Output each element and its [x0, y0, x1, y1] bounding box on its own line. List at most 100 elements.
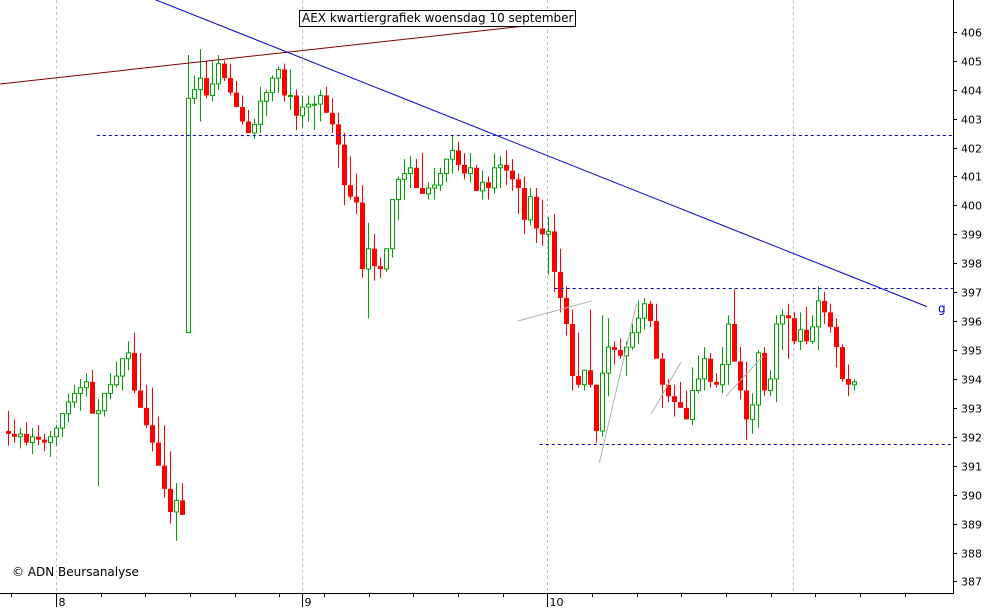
candle-body-down [504, 164, 509, 171]
channel-line [725, 355, 764, 397]
candle-body-up [816, 300, 821, 328]
candle-body-down [240, 107, 245, 122]
candle-body-down [150, 425, 155, 443]
candle-body-up [96, 410, 101, 415]
candle-body-down [804, 329, 809, 342]
candle-body-up [582, 369, 587, 386]
candle-body-down [738, 361, 743, 391]
candle-body-up [84, 381, 89, 389]
candle-body-up [198, 77, 203, 91]
candle-body-down [708, 358, 713, 382]
candle-body-up [498, 164, 503, 169]
candle-body-down [462, 164, 467, 174]
candle-body-down [576, 376, 581, 385]
candle-body-up [546, 230, 551, 235]
candle-body-down [228, 78, 233, 93]
candle-body-down [834, 326, 839, 348]
candle-body-up [300, 106, 305, 117]
candle-body-up [318, 94, 323, 105]
candle-body-down [540, 228, 545, 235]
candle-body-up [768, 378, 773, 392]
candle-body-up [108, 384, 113, 394]
candle-body-down [648, 303, 653, 322]
candle-body-up [18, 433, 23, 438]
x-day-label: 9 [305, 596, 312, 609]
candle-body-down [684, 407, 689, 420]
candle-body-down [420, 188, 425, 194]
candle-body-down [330, 112, 335, 125]
candle-body-down [24, 433, 29, 443]
y-tick-label: 400 [961, 200, 982, 213]
candle-body-down [552, 231, 557, 272]
candle-body-down [822, 300, 827, 313]
candle-body-up [384, 248, 389, 270]
y-tick-label: 397 [961, 287, 982, 300]
candle-body-down [222, 63, 227, 79]
candle-body-down [612, 347, 617, 351]
chart-title: AEX kwartiergrafiek woensdag 10 septembe… [299, 10, 577, 27]
candle-body-up [210, 83, 215, 96]
candle-body-down [282, 69, 287, 96]
candle-body-up [432, 184, 437, 189]
candle-body-up [630, 332, 635, 348]
candle-body-up [696, 378, 701, 392]
candle-body-down [762, 352, 767, 391]
candle-body-up [774, 323, 779, 380]
candle-body-up [66, 401, 71, 415]
candle-body-up [780, 314, 785, 325]
candle-body-down [354, 196, 359, 203]
candle-body-up [306, 103, 311, 108]
candle-body-up [390, 199, 395, 250]
candle-body-down [660, 358, 665, 385]
candle-body-up [312, 103, 317, 106]
candle-body-up [60, 413, 65, 429]
y-tick-label: 392 [961, 432, 982, 445]
candle-body-up [48, 436, 53, 444]
candle-body-down [534, 196, 539, 229]
candle-body-up [30, 436, 35, 444]
candle-body-up [702, 358, 707, 380]
candle-body-down [846, 378, 851, 385]
candle-body-down [162, 465, 167, 489]
candle-body-down [522, 188, 527, 220]
y-tick-label: 394 [961, 374, 982, 387]
candle-body-down [414, 167, 419, 189]
candle-body-down [6, 431, 11, 434]
grid-layer [56, 0, 794, 593]
candle-body-up [102, 392, 107, 412]
y-tick-label: 401 [961, 171, 982, 184]
candle-body-down [180, 500, 185, 515]
candle-body-down [90, 381, 95, 414]
candle-body-up [192, 89, 197, 99]
candle-body-down [474, 167, 479, 191]
candle-body-down [678, 402, 683, 408]
candle-body-up [402, 173, 407, 180]
copyright-text: © ADN Beursanalyse [12, 565, 139, 579]
candle-body-down [714, 381, 719, 385]
candle-body-up [444, 158, 449, 175]
candle-body-up [480, 181, 485, 192]
y-tick-label: 396 [961, 316, 982, 329]
y-tick-label: 395 [961, 345, 982, 358]
candle-body-up [756, 352, 761, 406]
candle-body-down [324, 95, 329, 113]
candle-body-up [450, 149, 455, 160]
candle-body-up [636, 317, 641, 334]
candle-body-down [42, 439, 47, 443]
candle-body-down [594, 384, 599, 432]
candle-body-down [564, 297, 569, 324]
candle-body-up [798, 329, 803, 342]
candle-body-down [360, 202, 365, 270]
channel-line [517, 300, 593, 322]
candle-body-up [438, 173, 443, 186]
candle-body-down [234, 92, 239, 108]
y-tick-label: 403 [961, 114, 982, 127]
y-tick-label: 387 [961, 576, 982, 589]
candle-body-up [690, 390, 695, 420]
candle-body-down [12, 433, 17, 437]
y-tick-label: 406 [961, 27, 982, 40]
candle-body-up [492, 167, 497, 189]
candle-body-down [144, 407, 149, 426]
y-tick-label: 389 [961, 519, 982, 532]
